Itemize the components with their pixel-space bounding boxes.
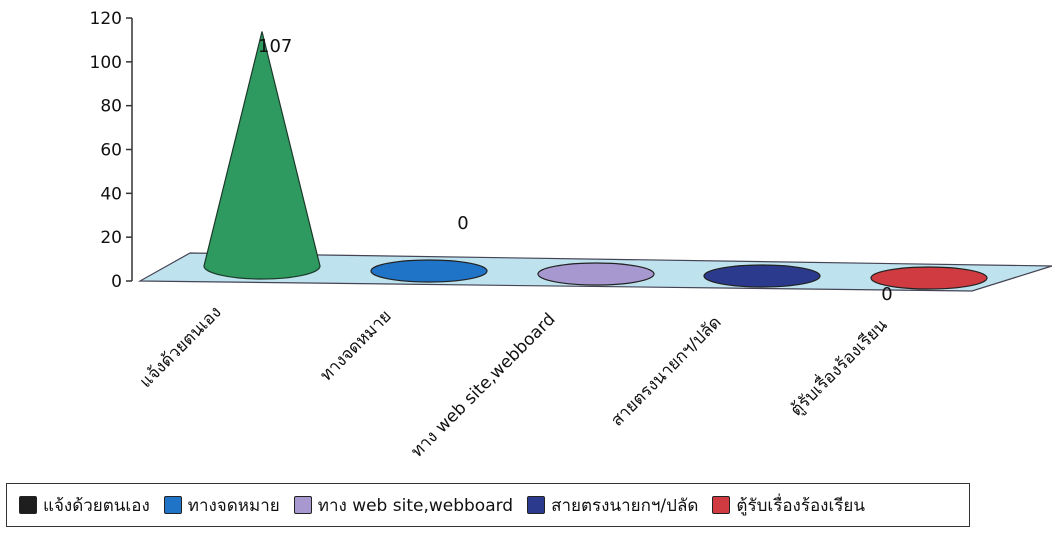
x-tick-label: สายตรงนายกฯ/ปลัด (607, 312, 725, 430)
y-tick-label: 100 (90, 53, 122, 73)
y-tick-label: 0 (111, 272, 122, 292)
y-tick-label: 60 (100, 141, 122, 161)
x-tick-label: ทาง web site,webboard (407, 309, 559, 461)
legend-swatch (712, 496, 731, 514)
legend-label: ทางจดหมาย (187, 495, 280, 516)
legend-label: ตู้รับเรื่องร้องเรียน (736, 495, 866, 516)
legend-label: ทาง web site,webboard (317, 495, 514, 516)
y-tick-label: 40 (100, 184, 122, 204)
legend-item: ทางจดหมาย (163, 492, 280, 519)
y-tick-label: 120 (90, 9, 122, 29)
data-label: 0 (457, 213, 468, 234)
legend-swatch (293, 496, 312, 514)
y-tick-label: 20 (100, 228, 122, 248)
legend-item: แจ้งด้วยตนเอง (19, 492, 150, 519)
legend-label: แจ้งด้วยตนเอง (43, 495, 150, 516)
data-label: 107 (258, 36, 292, 57)
cone-base-mark (370, 259, 488, 283)
legend-swatch (19, 496, 37, 514)
cone-base-mark (870, 266, 988, 290)
x-tick-label: ทางจดหมาย (316, 306, 395, 385)
legend-item: ทาง web site,webboard (293, 492, 514, 519)
legend: แจ้งด้วยตนเอง ทางจดหมาย ทาง web site,web… (6, 483, 970, 527)
cone-mark (203, 31, 321, 280)
legend-label: สายตรงนายกฯ/ปลัด (551, 495, 699, 516)
x-tick-label: ตู้รับเรื่องร้องเรียน (784, 313, 891, 420)
data-label: 0 (881, 284, 892, 305)
x-tick-label: แจ้งด้วยตนเอง (136, 302, 226, 392)
y-tick-label: 80 (100, 97, 122, 117)
legend-item: ตู้รับเรื่องร้องเรียน (712, 492, 865, 519)
cone-base-mark (703, 264, 821, 288)
legend-swatch (163, 496, 182, 514)
legend-swatch (527, 496, 546, 514)
cone-base-mark (537, 262, 655, 286)
legend-item: สายตรงนายกฯ/ปลัด (527, 492, 698, 519)
